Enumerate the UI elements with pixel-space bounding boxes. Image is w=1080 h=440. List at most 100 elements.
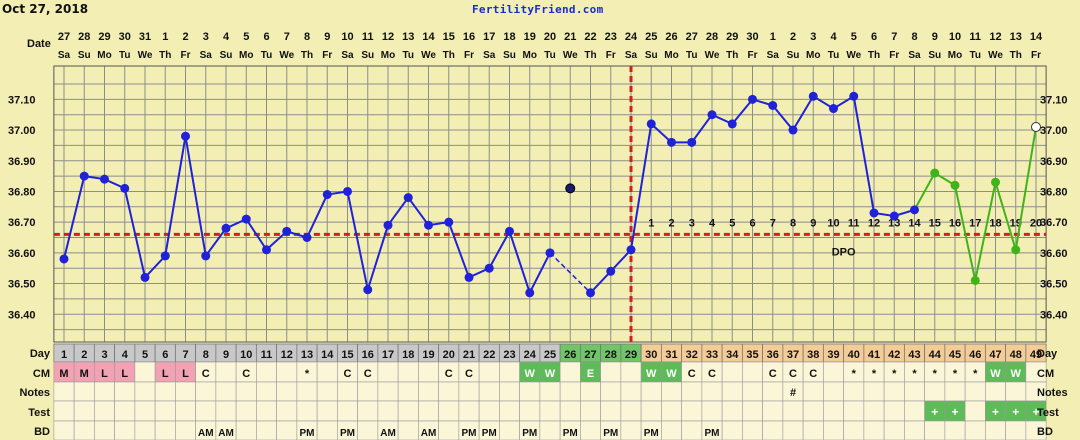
cm-value: *	[852, 368, 857, 380]
test-cell	[701, 400, 723, 422]
notes-cell	[964, 381, 986, 402]
cycle-day-label: 5	[142, 349, 148, 361]
temp-point	[444, 217, 454, 227]
weekday-label: Sa	[908, 50, 921, 61]
bd-cell	[924, 420, 946, 440]
temp-point	[869, 208, 879, 218]
weekday-label: Mo	[948, 50, 962, 61]
bd-cell	[316, 420, 338, 440]
bd-cell	[802, 420, 824, 440]
cm-cell	[600, 361, 622, 383]
date-label: 6	[871, 31, 877, 43]
cycle-day-label: 40	[848, 349, 860, 361]
notes-cell	[539, 381, 561, 402]
test-cell	[519, 400, 541, 422]
notes-cell	[742, 381, 763, 402]
notes-cell	[438, 381, 460, 402]
site-name: FertilityFriend.com	[472, 3, 604, 16]
bd-cell	[620, 420, 642, 440]
test-cell	[418, 400, 439, 422]
cycle-day-label: 41	[868, 349, 880, 361]
notes-cell	[478, 381, 500, 402]
dpo-label: 11	[848, 217, 860, 229]
date-label: 10	[949, 31, 961, 43]
bd-cell	[964, 420, 986, 440]
temp-point	[181, 131, 190, 141]
weekday-label: Tu	[828, 50, 839, 61]
cm-value: *	[953, 368, 958, 380]
cm-value: C	[344, 368, 352, 380]
row-label-right-day: Day	[1037, 348, 1058, 360]
date-label: 13	[1010, 31, 1022, 43]
notes-cell	[762, 381, 784, 402]
y-tick-label-right: 37.10	[1040, 94, 1068, 106]
temp-point	[383, 220, 393, 230]
cycle-day-label: 13	[301, 349, 313, 361]
cm-value: C	[445, 368, 453, 380]
date-label: 8	[304, 31, 310, 43]
cycle-day-label: 28	[605, 349, 617, 361]
cycle-day-label: 1	[61, 349, 67, 361]
notes-cell	[620, 381, 642, 402]
temp-point	[849, 91, 859, 101]
date-label: 2	[182, 31, 188, 43]
y-tick-label-right: 37.00	[1040, 125, 1068, 137]
temp-point	[282, 226, 292, 236]
cycle-day-label: 14	[321, 349, 334, 361]
cycle-day-label: 21	[463, 349, 475, 361]
y-tick-label-right: 36.90	[1040, 156, 1068, 168]
cm-value: *	[933, 368, 938, 380]
dpo-label: 4	[709, 217, 716, 229]
test-value: +	[1032, 405, 1039, 419]
weekday-label: Tu	[403, 50, 414, 61]
cm-value: C	[809, 368, 817, 380]
date-label: 24	[625, 31, 638, 43]
date-label: 30	[746, 31, 758, 43]
date-row-label: Date	[27, 38, 51, 50]
dpo-label: 5	[729, 217, 735, 229]
cm-cell	[823, 361, 844, 383]
notes-cell	[661, 381, 682, 402]
temp-point	[302, 233, 312, 242]
test-cell	[600, 400, 622, 422]
weekday-label: We	[421, 50, 436, 61]
bd-value: AM	[198, 428, 214, 439]
notes-cell	[559, 381, 581, 402]
test-value: +	[1012, 405, 1019, 419]
bd-cell	[863, 420, 885, 440]
notes-cell	[802, 381, 824, 402]
weekday-label: Mo	[97, 50, 111, 61]
weekday-label: Fr	[889, 50, 899, 61]
cycle-day-label: 17	[382, 349, 394, 361]
test-cell	[276, 400, 298, 422]
cycle-day-label: 38	[807, 349, 819, 361]
cycle-day-label: 9	[223, 349, 229, 361]
test-cell	[114, 400, 136, 422]
test-cell	[499, 400, 520, 422]
cycle-day-label: 10	[240, 349, 252, 361]
weekday-label: Th	[301, 50, 313, 61]
temp-point	[59, 254, 69, 264]
test-cell	[721, 400, 743, 422]
date-label: 20	[544, 31, 556, 43]
bd-cell	[438, 420, 460, 440]
cycle-day-label: 3	[101, 349, 107, 361]
cycle-day-label: 48	[1010, 349, 1022, 361]
dpo-label: 20	[1030, 217, 1042, 229]
test-cell	[620, 400, 642, 422]
notes-cell	[985, 381, 1006, 402]
cm-cell	[478, 361, 500, 383]
date-label: 11	[362, 31, 374, 43]
temp-point	[100, 174, 109, 184]
bd-value: AM	[218, 428, 234, 439]
bd-cell	[1005, 420, 1027, 440]
bd-cell	[53, 420, 75, 440]
cycle-day-label: 37	[787, 349, 799, 361]
temp-point	[424, 220, 433, 230]
cm-value: C	[708, 368, 716, 380]
test-cell	[458, 400, 480, 422]
bd-cell	[742, 420, 763, 440]
dpo-label: 2	[668, 217, 674, 229]
weekday-label: Su	[787, 50, 800, 61]
cm-value: M	[59, 368, 68, 380]
